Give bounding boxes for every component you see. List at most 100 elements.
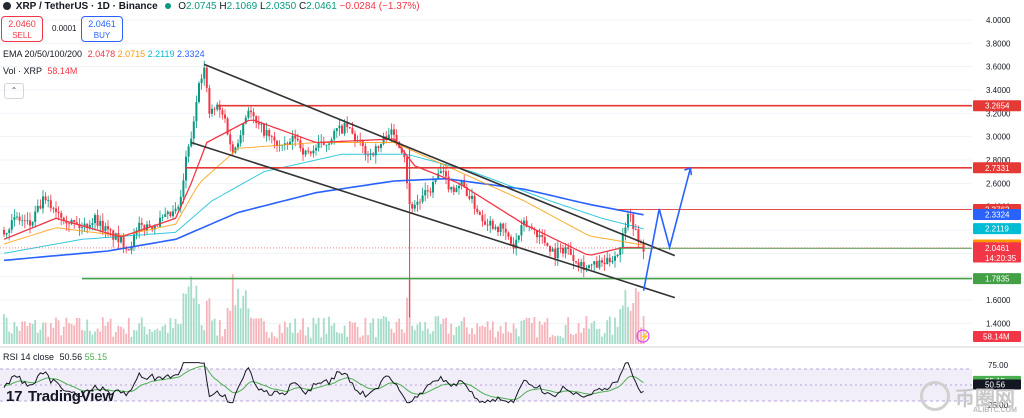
watermark-text: 币圈网: [955, 388, 1015, 410]
volume-bar: [395, 321, 398, 344]
candle-body: [75, 222, 78, 224]
volume-bar: [239, 308, 242, 344]
volume-legend[interactable]: Vol · XRP 58.14M: [3, 66, 77, 76]
status-dot-icon: [165, 3, 172, 9]
rsi-legend[interactable]: RSI 14 close 50.56 55.15: [3, 352, 107, 362]
candle-body: [263, 123, 265, 136]
candle-body: [172, 211, 174, 217]
candle-body: [478, 211, 481, 216]
volume-bar: [190, 276, 193, 344]
candle-body: [213, 108, 216, 110]
candle-body: [507, 232, 510, 237]
candle-body: [312, 150, 315, 154]
candle-body: [68, 223, 70, 225]
volume-bar: [510, 332, 512, 344]
candle-body: [57, 211, 60, 214]
volume-bar: [517, 336, 520, 344]
volume-bar: [255, 318, 258, 344]
ema100-value: 2.2119: [147, 49, 175, 59]
ema-legend[interactable]: EMA 20/50/100/200 2.0478 2.0715 2.2119 2…: [3, 49, 205, 59]
volume-bar: [637, 291, 640, 344]
rsi-value: 50.56: [59, 352, 83, 362]
candle-body: [447, 176, 450, 190]
volume-bar: [13, 321, 16, 344]
candle-body: [291, 135, 294, 142]
candle-body: [81, 227, 83, 229]
candle-body: [471, 195, 473, 199]
candle-body: [325, 144, 328, 146]
volume-bar: [296, 332, 299, 344]
volume-bar: [442, 318, 445, 344]
volume-bar: [406, 297, 408, 344]
volume-bar: [374, 337, 377, 344]
symbol-title[interactable]: XRP / TetherUS · 1D · Binance: [15, 1, 158, 12]
volume-bar: [205, 300, 208, 344]
buy-button[interactable]: 2.0461 BUY: [81, 16, 123, 42]
rsi-label: RSI 14 close: [3, 352, 55, 362]
candle-body: [458, 185, 460, 189]
candle-body: [624, 227, 627, 234]
volume-bar: [580, 332, 583, 344]
candle-body: [299, 140, 302, 149]
volume-bar: [627, 307, 629, 344]
candle-body: [551, 248, 554, 252]
volume-bar: [348, 321, 351, 344]
candle-body: [177, 207, 180, 209]
buy-price: 2.0461: [88, 19, 116, 29]
volume-bar: [65, 317, 68, 344]
volume-bar: [351, 322, 354, 344]
candle-body: [445, 171, 447, 177]
candle-body: [86, 223, 89, 229]
candle-body: [294, 135, 297, 139]
candle-body: [426, 190, 429, 192]
volume-bar: [380, 319, 382, 344]
lightning-glyph-icon: ⚡: [640, 331, 650, 341]
candle-body: [65, 221, 68, 224]
volume-bar: [575, 333, 577, 344]
volume-bar: [333, 323, 336, 344]
candle-body: [411, 204, 414, 209]
buy-label: BUY: [93, 31, 111, 40]
volume-bar: [455, 327, 458, 344]
tradingview-logo[interactable]: 17 TradingView: [6, 388, 114, 405]
volume-bar: [42, 322, 44, 344]
volume-bar: [122, 328, 125, 344]
volume-bar: [278, 324, 281, 344]
volume-bar: [44, 322, 47, 344]
volume-bar: [429, 333, 432, 344]
volume-bar: [614, 317, 616, 344]
level-tag: [973, 273, 1021, 285]
candle-body: [348, 127, 351, 129]
volume-bar: [96, 328, 99, 344]
volume-bar: [595, 329, 598, 344]
volume-bar: [398, 318, 401, 344]
candle-body: [47, 200, 50, 201]
candle-body: [619, 247, 622, 255]
ohlc-high: 2.1069: [226, 1, 258, 12]
candle-body: [250, 110, 252, 113]
candle-body: [621, 233, 624, 248]
ohlc-o-label: O: [178, 1, 187, 12]
sell-price: 2.0460: [8, 19, 36, 29]
volume-bar: [554, 336, 557, 344]
candle-body: [486, 224, 489, 226]
candle-body: [26, 220, 29, 222]
volume-bar: [335, 332, 338, 344]
candle-body: [270, 136, 273, 137]
candle-body: [517, 235, 520, 240]
volume-bar: [276, 337, 278, 344]
volume-bar: [75, 317, 78, 344]
candle-body: [525, 220, 528, 228]
candle-body: [216, 104, 219, 110]
candle-body: [380, 143, 382, 148]
candle-body: [130, 246, 133, 251]
volume-bar: [52, 327, 55, 344]
chevron-up-icon[interactable]: ⌃: [4, 83, 24, 99]
candle-body: [616, 254, 619, 257]
candle-body: [200, 78, 203, 84]
candle-body: [333, 131, 336, 140]
candle-body: [400, 147, 403, 153]
sell-button[interactable]: 2.0460 SELL: [1, 16, 43, 42]
candle-body: [169, 211, 172, 217]
